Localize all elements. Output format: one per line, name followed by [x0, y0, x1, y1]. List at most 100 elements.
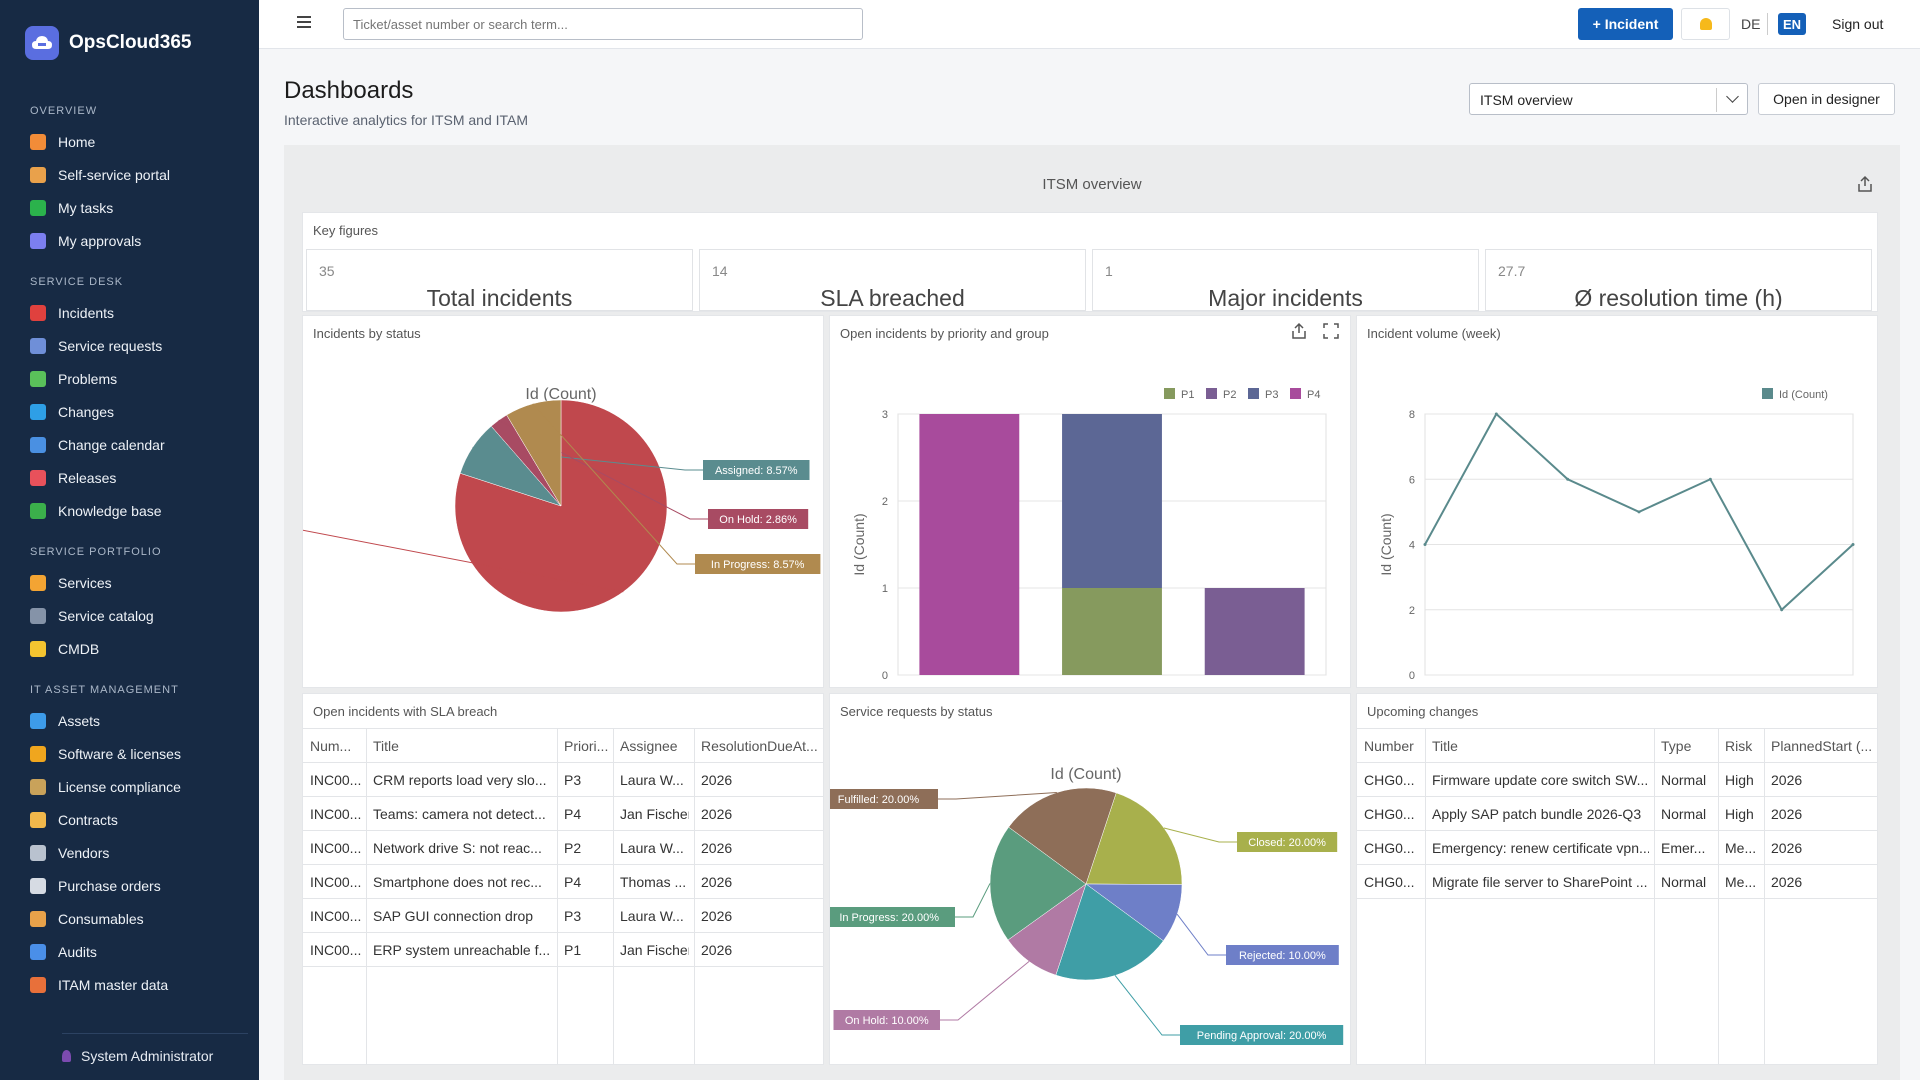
table-cell[interactable]: CRM reports load very slo... — [373, 772, 547, 788]
table-cell[interactable]: 2026 — [701, 942, 733, 958]
language-de[interactable]: DE — [1741, 16, 1761, 32]
kpi-card[interactable]: 27.7 Ø resolution time (h) — [1485, 249, 1872, 311]
sidebar-item-changes[interactable]: Changes — [30, 400, 114, 424]
table-cell[interactable]: Normal — [1661, 874, 1707, 890]
table-cell[interactable]: Laura W... — [620, 908, 684, 924]
line-point[interactable] — [1494, 412, 1498, 416]
table-cell[interactable]: P4 — [564, 874, 582, 890]
search-input[interactable] — [343, 8, 863, 40]
table-cell[interactable]: Laura W... — [620, 772, 684, 788]
table-cell[interactable]: 2026 — [701, 806, 733, 822]
bar-p2-infrastructure[interactable] — [1204, 588, 1305, 675]
table-cell[interactable]: 2026 — [701, 874, 733, 890]
table-cell[interactable]: High — [1725, 772, 1754, 788]
bar-p4-2nd-level-support[interactable] — [919, 414, 1020, 675]
table-cell[interactable]: SAP GUI connection drop — [373, 908, 534, 924]
column-header[interactable]: ResolutionDueAt... — [701, 738, 818, 754]
table-cell[interactable]: 2026 — [1771, 840, 1803, 856]
pie-slice-closed[interactable] — [1085, 792, 1183, 885]
table-cell[interactable]: Thomas ... — [620, 874, 687, 890]
brand[interactable]: OpsCloud365 — [25, 26, 191, 60]
table-cell[interactable]: ERP system unreachable f... — [373, 942, 551, 958]
sidebar-item-my-approvals[interactable]: My approvals — [30, 229, 141, 253]
sidebar-item-purchase-orders[interactable]: Purchase orders — [30, 874, 161, 898]
sidebar-item-cmdb[interactable]: CMDB — [30, 637, 99, 661]
table-cell[interactable]: Emer... — [1661, 840, 1706, 856]
table-cell[interactable]: High — [1725, 806, 1754, 822]
table-cell[interactable]: Normal — [1661, 772, 1707, 788]
new-incident-button[interactable]: + Incident — [1578, 8, 1673, 40]
table-cell[interactable]: P2 — [564, 840, 582, 856]
line-point[interactable] — [1851, 543, 1855, 546]
table-cell[interactable]: Teams: camera not detect... — [373, 806, 546, 822]
sign-out-link[interactable]: Sign out — [1832, 16, 1884, 32]
table-cell[interactable]: 2026 — [1771, 874, 1803, 890]
column-header[interactable]: Priori... — [564, 738, 608, 754]
column-header[interactable]: PlannedStart (... — [1771, 738, 1872, 754]
table-cell[interactable]: 2026 — [701, 840, 733, 856]
table-cell[interactable]: INC00... — [310, 942, 361, 958]
sidebar-item-change-calendar[interactable]: Change calendar — [30, 433, 165, 457]
table-cell[interactable]: INC00... — [310, 840, 361, 856]
menu-toggle-icon[interactable] — [297, 16, 311, 28]
table-cell[interactable]: Me... — [1725, 840, 1757, 856]
current-user[interactable]: System Administrator — [62, 1033, 248, 1064]
fullscreen-icon[interactable] — [1322, 322, 1340, 340]
incidents-status-pie-chart[interactable]: Id (Count)Closed: 80.00%Assigned: 8.57%O… — [303, 346, 823, 686]
sidebar-item-home[interactable]: Home — [30, 130, 95, 154]
sidebar-item-knowledge-base[interactable]: Knowledge base — [30, 499, 162, 523]
table-cell[interactable]: 2026 — [1771, 772, 1803, 788]
table-cell[interactable]: P1 — [564, 942, 582, 958]
sidebar-item-software-licenses[interactable]: Software & licenses — [30, 742, 181, 766]
sidebar-item-consumables[interactable]: Consumables — [30, 907, 144, 931]
sidebar-item-vendors[interactable]: Vendors — [30, 841, 109, 865]
kpi-card[interactable]: 14 SLA breached — [699, 249, 1086, 311]
table-cell[interactable]: 2026 — [701, 908, 733, 924]
table-cell[interactable]: Emergency: renew certificate vpn... — [1432, 840, 1649, 856]
sidebar-item-contracts[interactable]: Contracts — [30, 808, 118, 832]
line-point[interactable] — [1780, 608, 1784, 612]
table-cell[interactable]: Firmware update core switch SW... — [1432, 772, 1649, 788]
line-point[interactable] — [1566, 477, 1570, 481]
sidebar-item-incidents[interactable]: Incidents — [30, 301, 114, 325]
dashboard-select[interactable]: ITSM overview — [1469, 83, 1748, 115]
sidebar-item-license-compliance[interactable]: License compliance — [30, 775, 181, 799]
pie-slice-pending-approval[interactable] — [1055, 883, 1164, 981]
line-point[interactable] — [1423, 543, 1427, 546]
sidebar-item-my-tasks[interactable]: My tasks — [30, 196, 113, 220]
sidebar-item-self-service-portal[interactable]: Self-service portal — [30, 163, 170, 187]
table-cell[interactable]: INC00... — [310, 772, 361, 788]
table-cell[interactable]: Normal — [1661, 806, 1707, 822]
table-cell[interactable]: CHG0... — [1364, 874, 1415, 890]
table-cell[interactable]: Me... — [1725, 874, 1757, 890]
column-header[interactable]: Assignee — [620, 738, 678, 754]
table-cell[interactable]: INC00... — [310, 874, 361, 890]
sidebar-item-itam-master-data[interactable]: ITAM master data — [30, 973, 168, 997]
table-cell[interactable]: CHG0... — [1364, 840, 1415, 856]
bar-p3-applications[interactable] — [1062, 414, 1162, 588]
table-cell[interactable]: Laura W... — [620, 840, 684, 856]
column-header[interactable]: Risk — [1725, 738, 1753, 754]
column-header[interactable]: Number — [1364, 738, 1414, 754]
table-cell[interactable]: Migrate file server to SharePoint ... — [1432, 874, 1648, 890]
column-header[interactable]: Title — [1432, 738, 1458, 754]
table-cell[interactable]: P3 — [564, 908, 582, 924]
table-cell[interactable]: INC00... — [310, 908, 361, 924]
table-cell[interactable]: P4 — [564, 806, 582, 822]
notifications-button[interactable] — [1681, 8, 1730, 40]
table-cell[interactable]: Jan Fischer — [620, 806, 689, 822]
sidebar-item-audits[interactable]: Audits — [30, 940, 97, 964]
export-icon[interactable] — [1856, 175, 1874, 193]
sidebar-item-problems[interactable]: Problems — [30, 367, 117, 391]
table-cell[interactable]: 2026 — [1771, 806, 1803, 822]
column-header[interactable]: Title — [373, 738, 399, 754]
table-cell[interactable]: INC00... — [310, 806, 361, 822]
bar-p1-applications[interactable] — [1062, 588, 1162, 675]
table-cell[interactable]: P3 — [564, 772, 582, 788]
sidebar-item-assets[interactable]: Assets — [30, 709, 100, 733]
table-cell[interactable]: CHG0... — [1364, 806, 1415, 822]
pie-slice-fulfilled[interactable] — [1008, 787, 1117, 885]
table-cell[interactable]: Network drive S: not reac... — [373, 840, 542, 856]
